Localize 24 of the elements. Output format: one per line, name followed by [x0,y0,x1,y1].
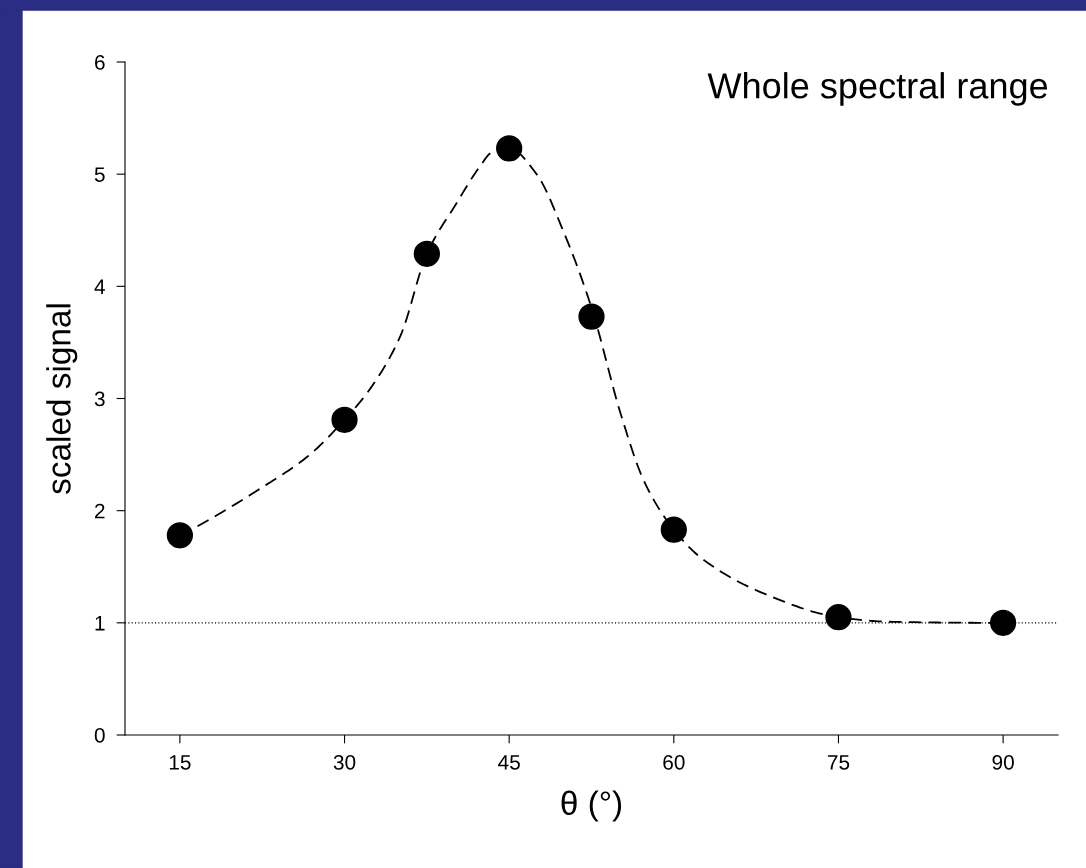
point [166,522,193,549]
y-tick-label: 3 [94,391,105,407]
point [496,135,523,162]
y-tick-label: 5 [94,167,105,182]
x-tick-label: 45 [498,755,520,770]
point [578,303,605,330]
point [990,609,1017,636]
x-tick-label: 90 [992,754,1014,770]
y-tick-label: 4 [94,279,105,294]
y-axis-title: scaled signal [46,304,78,494]
x-tick-label: 15 [169,755,191,770]
x-tick-label: 60 [663,754,685,770]
point [413,240,440,267]
point [825,604,852,631]
y-tick-label: 2 [95,503,105,519]
x-tick-label: 75 [827,755,850,770]
y-tick-label: 6 [95,55,105,70]
point [331,406,358,433]
y-tick-label: 1 [95,616,105,631]
x-axis-title: θ (°) [561,790,622,822]
x-tick-label: 30 [333,754,356,770]
chart-title: Whole spectral range [707,72,1048,106]
point [660,516,687,543]
y-tick-label: 0 [94,728,105,743]
